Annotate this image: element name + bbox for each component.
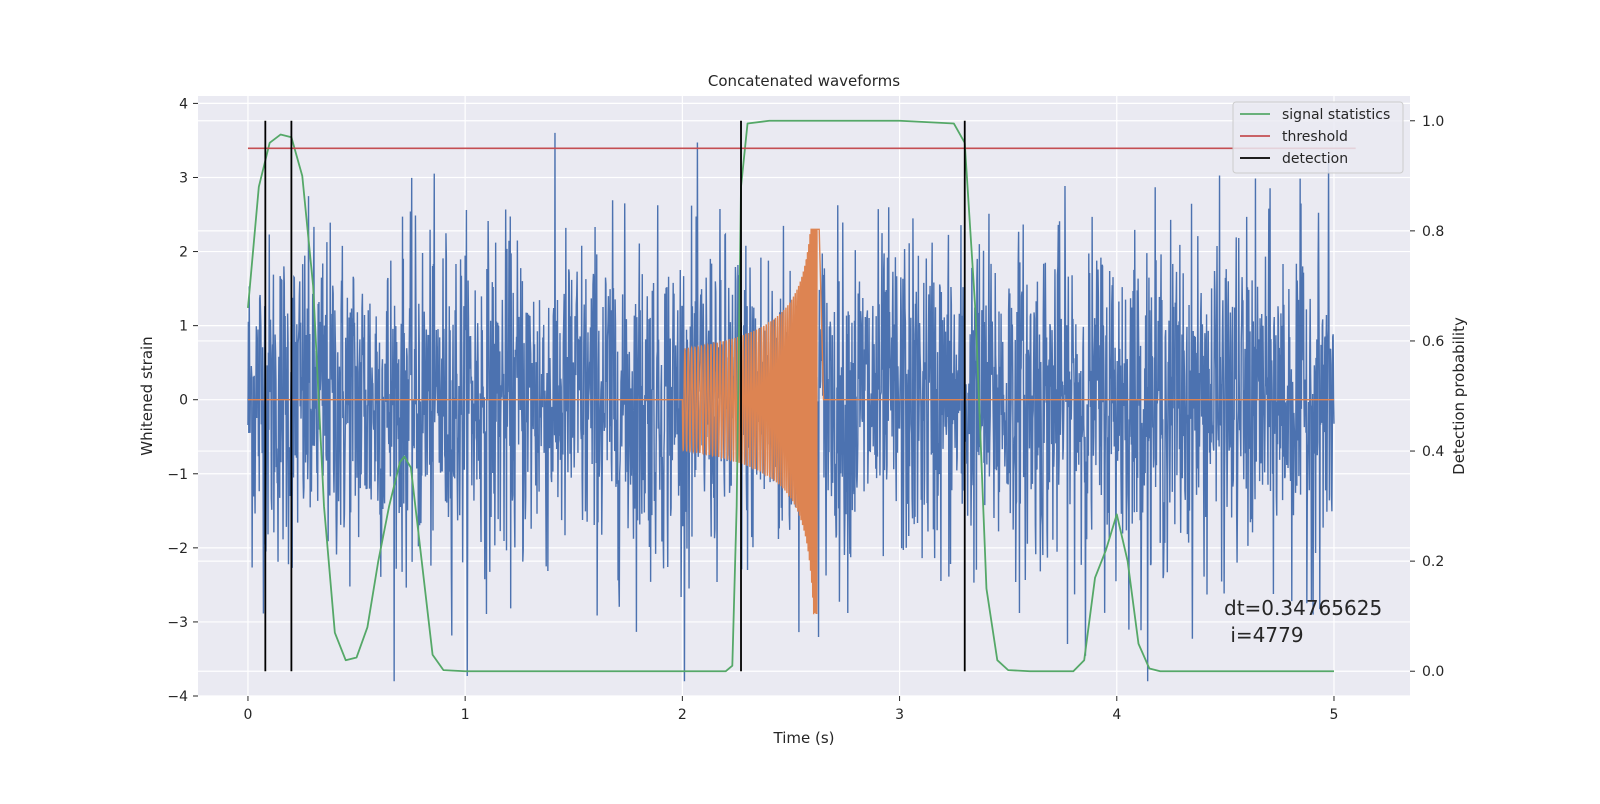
annotation-dt: dt=0.34765625 bbox=[1224, 596, 1382, 620]
legend-entry-detection: detection bbox=[1240, 151, 1348, 167]
x-axis-label: Time (s) bbox=[773, 729, 835, 747]
y-left-tick-label: 1 bbox=[179, 319, 188, 335]
legend-entry-threshold: threshold bbox=[1240, 129, 1348, 145]
chart-title: Concatenated waveforms bbox=[708, 72, 900, 90]
data-layer bbox=[247, 119, 1356, 682]
y-left-tick-label: −2 bbox=[167, 541, 188, 557]
x-tick-label: 4 bbox=[1112, 707, 1121, 723]
annotation-index: i=4779 bbox=[1224, 623, 1304, 647]
y-left-tick-label: 3 bbox=[179, 170, 188, 186]
series-signal-statistics bbox=[247, 119, 1334, 673]
y-left-tick-label: 2 bbox=[179, 245, 188, 261]
x-tick-label: 3 bbox=[895, 707, 904, 723]
y-axis-label-left: Whitened strain bbox=[138, 336, 156, 455]
x-tick-label: 0 bbox=[243, 707, 252, 723]
y-left-tick-label: 4 bbox=[179, 96, 188, 112]
y-right-tick-label: 0.2 bbox=[1422, 554, 1444, 570]
x-tick-label: 1 bbox=[461, 707, 470, 723]
y-right-tick-label: 0.4 bbox=[1422, 444, 1444, 460]
y-right-tick-label: 0.8 bbox=[1422, 224, 1444, 240]
y-axis-label-right: Detection probability bbox=[1450, 317, 1468, 475]
y-left-tick-label: −1 bbox=[167, 467, 188, 483]
legend: signal statistics threshold detection bbox=[1232, 101, 1404, 174]
legend-label-signal-statistics: signal statistics bbox=[1282, 107, 1390, 123]
y-right-tick-label: 0.0 bbox=[1422, 664, 1444, 680]
legend-box bbox=[1232, 101, 1404, 174]
y-left-tick-label: −4 bbox=[167, 689, 188, 705]
x-tick-label: 2 bbox=[678, 707, 687, 723]
legend-label-detection: detection bbox=[1282, 151, 1348, 167]
y-right-tick-label: 1.0 bbox=[1422, 114, 1444, 130]
y-left-tick-label: 0 bbox=[179, 393, 188, 409]
series-injected-chirp bbox=[247, 228, 1334, 615]
axes: 0 1 2 3 4 5 4 3 2 1 0 −1 −2 −3 −4 1.0 0.8 0.6 0.4 0.2 0.0 bbox=[167, 96, 1444, 723]
legend-entry-signal-statistics: signal statistics bbox=[1240, 107, 1390, 123]
y-left-tick-label: −3 bbox=[167, 615, 188, 631]
y-right-tick-label: 0.6 bbox=[1422, 334, 1444, 350]
legend-label-threshold: threshold bbox=[1282, 129, 1348, 145]
x-tick-label: 5 bbox=[1330, 707, 1339, 723]
